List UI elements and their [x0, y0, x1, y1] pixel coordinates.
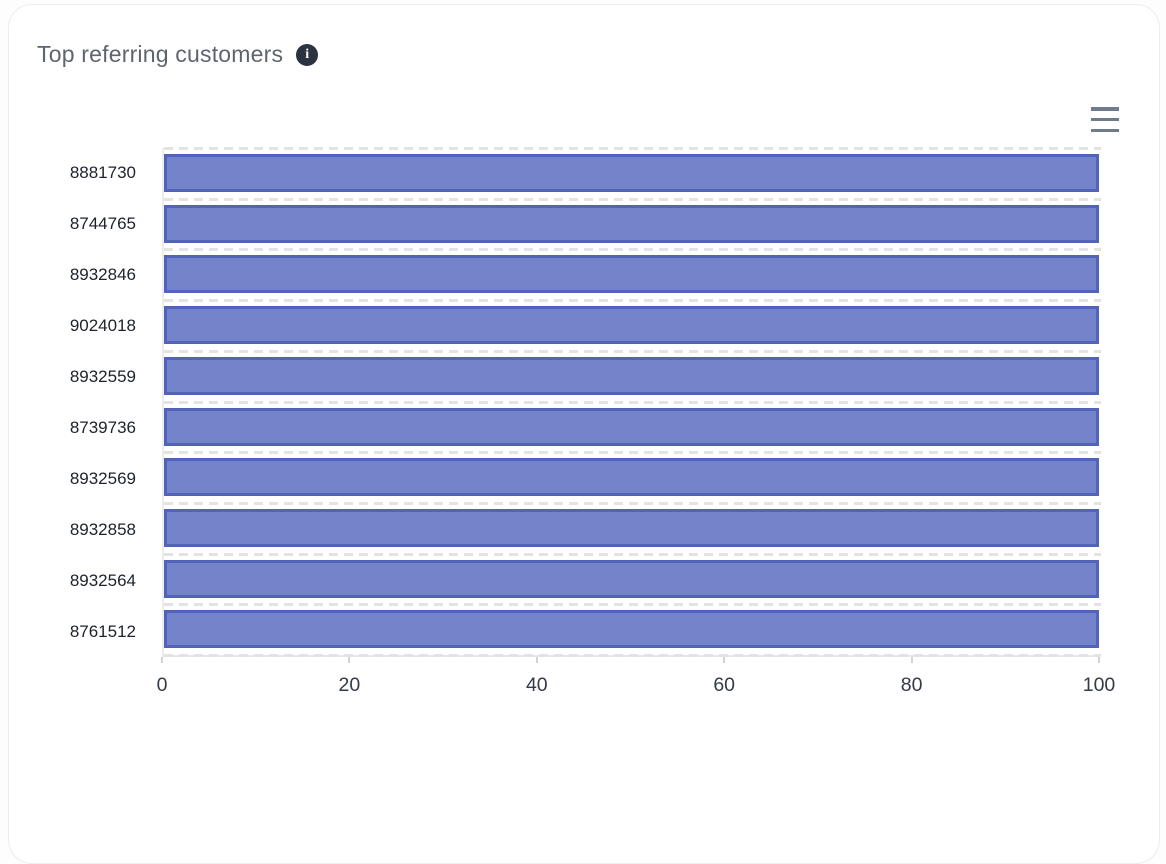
x-axis-tick-label: 40	[525, 674, 548, 696]
card-header: Top referring customers i	[37, 41, 319, 68]
category-label: 9024018	[69, 316, 136, 336]
bar-row	[164, 603, 1101, 655]
bar[interactable]	[164, 204, 1099, 243]
bar-row	[164, 147, 1101, 199]
category-label: 8932559	[69, 367, 136, 387]
bar[interactable]	[164, 356, 1099, 395]
category-label: 8744765	[69, 214, 136, 234]
x-axis-tick	[535, 657, 538, 663]
x-axis-tick-label: 0	[156, 674, 168, 696]
plot-area	[162, 147, 1101, 657]
bar[interactable]	[164, 458, 1099, 497]
category-labels: 8881730 8744765 8932846 9024018 8932559 87397…	[9, 148, 136, 657]
bar-row	[164, 349, 1101, 402]
category-label: 8932569	[69, 468, 136, 488]
category-label: 8739736	[69, 417, 136, 437]
bar-row	[164, 501, 1101, 554]
bar-row	[164, 451, 1101, 503]
bar[interactable]	[164, 610, 1099, 649]
gridline	[164, 501, 1101, 505]
bar-row	[164, 248, 1101, 300]
x-axis-tick-label: 100	[1082, 674, 1116, 696]
gridline	[164, 349, 1101, 353]
bar[interactable]	[164, 508, 1099, 547]
x-axis-tick-label: 60	[713, 674, 736, 696]
x-axis-tick	[348, 657, 351, 663]
bar-row	[164, 299, 1101, 351]
hamburger-icon-line	[1091, 107, 1119, 111]
category-label: 8932846	[69, 265, 136, 285]
bar-row	[164, 197, 1101, 250]
category-label: 8932564	[69, 570, 136, 590]
x-axis-tick-label: 20	[338, 674, 361, 696]
chart-card: Top referring customers i 8881730 8744765…	[8, 4, 1160, 864]
gridline	[164, 299, 1101, 303]
gridline	[164, 654, 1101, 657]
x-axis-tick	[161, 657, 163, 663]
gridline	[164, 603, 1101, 607]
chart-context-menu-button[interactable]	[1091, 107, 1119, 132]
x-axis-tick	[1098, 657, 1100, 663]
gridline	[164, 552, 1101, 556]
category-label: 8932858	[69, 519, 136, 539]
gridline	[164, 147, 1101, 150]
chart-title: Top referring customers	[37, 41, 284, 67]
x-axis-tick	[910, 657, 913, 663]
hamburger-icon-line	[1091, 128, 1119, 132]
info-icon[interactable]: i	[296, 43, 319, 66]
bar[interactable]	[164, 255, 1099, 294]
bar-row	[164, 400, 1101, 453]
gridline	[164, 400, 1101, 404]
x-axis: 0 20 40 60 80 100	[157, 657, 1115, 707]
category-label: 8761512	[69, 621, 136, 641]
gridline	[164, 248, 1101, 252]
x-axis-tick	[723, 657, 726, 663]
category-label: 8881730	[69, 163, 136, 183]
bar-row	[164, 552, 1101, 605]
hamburger-icon-line	[1091, 117, 1119, 122]
bar[interactable]	[164, 306, 1099, 345]
gridline	[164, 197, 1101, 201]
bar[interactable]	[164, 407, 1099, 446]
bar[interactable]	[164, 559, 1099, 598]
gridline	[164, 451, 1101, 455]
bar[interactable]	[164, 154, 1099, 192]
x-axis-tick-label: 80	[900, 674, 923, 696]
